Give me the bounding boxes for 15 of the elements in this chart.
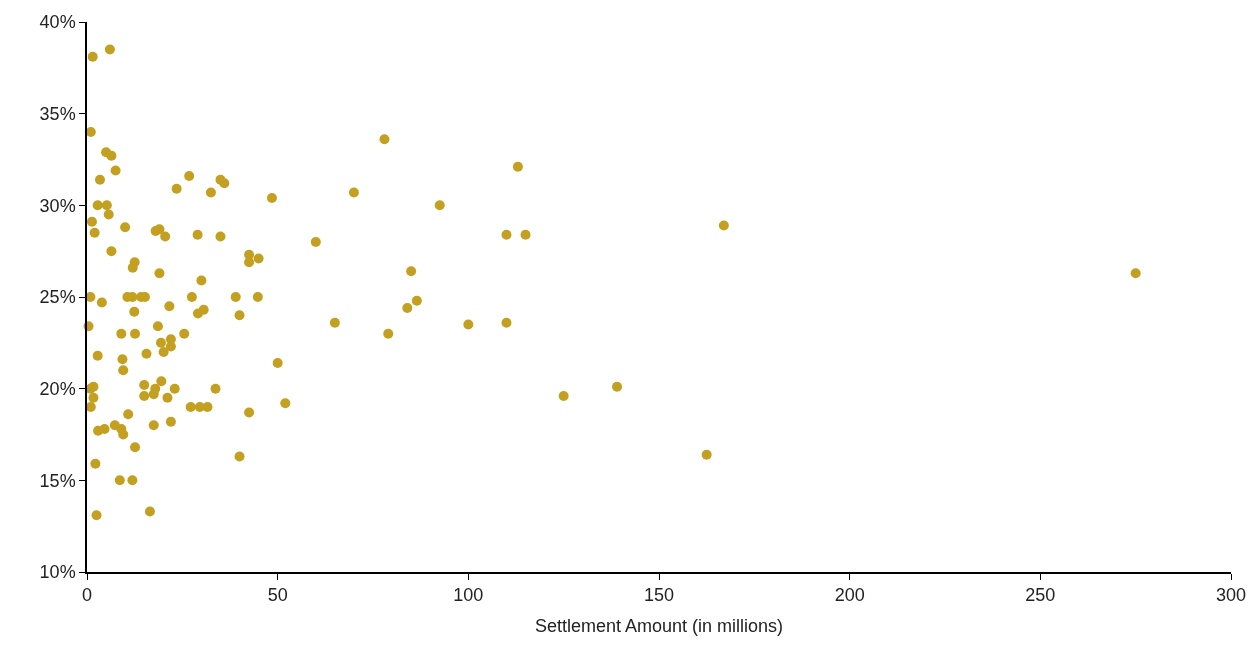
x-tick-label: 300 <box>1215 585 1247 606</box>
x-tick-label: 250 <box>1025 585 1056 606</box>
x-tick-label: 150 <box>643 585 675 606</box>
x-tick-label: 100 <box>453 585 484 606</box>
y-tick-label: 15% <box>39 470 76 491</box>
y-tick-label: 35% <box>39 103 76 124</box>
x-axis-title: Settlement Amount (in millions) <box>534 615 784 636</box>
x-tick-label: 0 <box>81 585 93 606</box>
y-tick-label: 25% <box>39 287 76 308</box>
x-tick-label: 50 <box>267 585 288 606</box>
y-tick-label: 40% <box>39 12 76 33</box>
x-tick-label: 200 <box>834 585 865 606</box>
y-tick-label: 30% <box>39 195 76 216</box>
y-tick-label: 20% <box>39 378 76 399</box>
y-tick-label: 10% <box>39 562 76 583</box>
